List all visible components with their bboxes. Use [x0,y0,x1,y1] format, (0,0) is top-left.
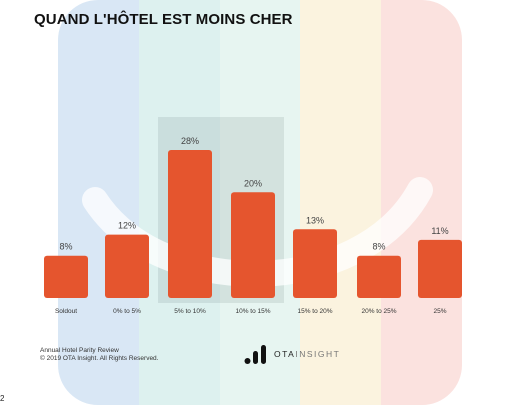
category-label-5: 15% to 20% [297,308,332,315]
bar-5 [293,229,337,298]
ota-insight-logo: OTAINSIGHT [244,343,340,365]
category-label-4: 10% to 15% [235,308,270,315]
bar-2 [105,234,149,298]
bar-4 [231,192,275,298]
footer-source: Annual Hotel Parity Review © 2019 OTA In… [40,347,230,363]
category-label-3: 5% to 10% [174,308,206,315]
category-label-7: 25% [433,308,446,315]
category-label-1: Soldout [55,308,77,315]
bar-1 [44,255,88,298]
chart-title: QUAND L'HÔTEL EST MOINS CHER [34,11,293,28]
value-label-6: 8% [372,242,385,252]
value-label-2: 12% [118,221,136,231]
logo-text-bold: OTA [274,349,296,359]
value-label-3: 28% [181,136,199,146]
logo-text: OTAINSIGHT [274,349,340,359]
category-label-2: 0% to 5% [113,308,141,315]
value-label-4: 20% [244,178,262,188]
category-label-6: 20% to 25% [361,308,396,315]
bar-3 [168,150,212,298]
source-line-2: © 2019 OTA Insight. All Rights Reserved. [40,355,159,362]
value-label-7: 11% [431,226,448,236]
bar-6 [357,255,401,298]
ota-insight-bars-icon [244,345,266,364]
bar-7 [418,239,462,298]
value-label-5: 13% [306,215,324,225]
value-label-1: 8% [59,242,72,252]
source-line-1: Annual Hotel Parity Review [40,347,119,354]
logo-text-light: INSIGHT [295,349,341,359]
page-number: 2 [0,394,5,403]
